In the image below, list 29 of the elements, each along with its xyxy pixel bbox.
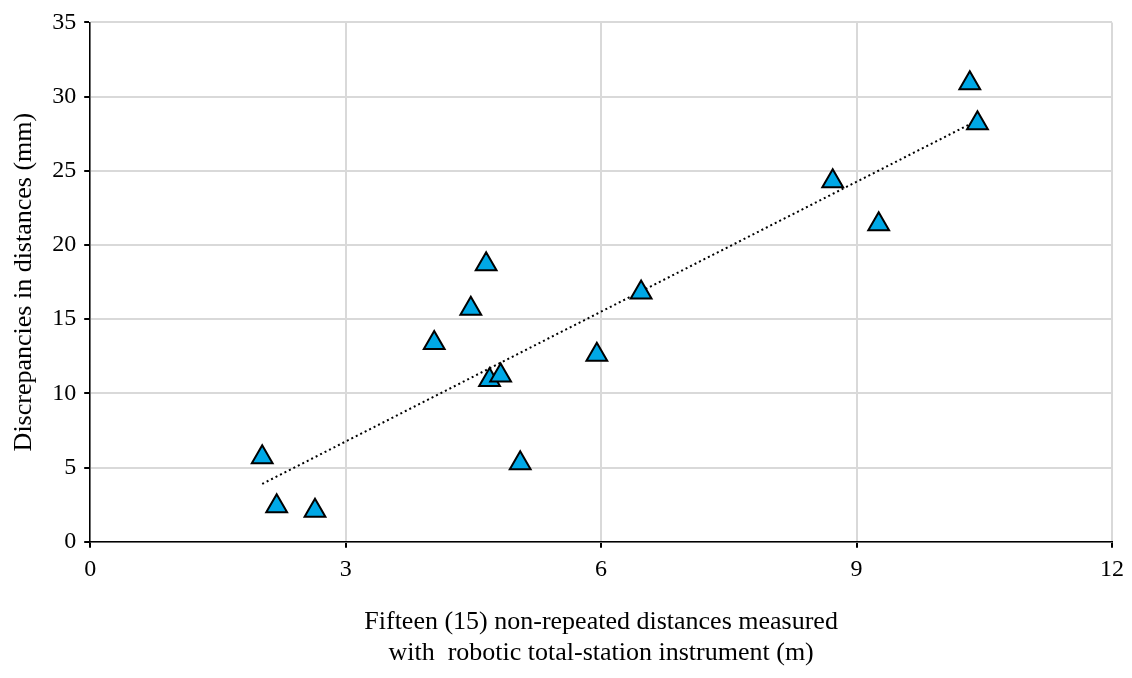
point <box>250 444 274 465</box>
y-tick-label: 35 <box>52 7 77 34</box>
point <box>821 168 845 189</box>
y-tick-label: 25 <box>52 156 77 183</box>
point <box>966 110 989 131</box>
point <box>422 329 446 350</box>
x-tick-label: 0 <box>84 555 97 582</box>
point <box>489 362 513 383</box>
point <box>474 251 498 272</box>
point <box>459 295 483 316</box>
y-tick-label: 10 <box>52 378 77 405</box>
y-tick-label: 0 <box>64 527 77 554</box>
x-tick-label: 9 <box>850 555 863 582</box>
point <box>585 341 609 362</box>
y-tick-label: 5 <box>64 452 77 479</box>
point <box>867 211 891 232</box>
point <box>958 70 982 91</box>
y-tick-label: 30 <box>52 81 77 108</box>
y-tick-label: 20 <box>52 230 77 257</box>
point <box>265 493 289 514</box>
x-tick-label: 3 <box>339 555 352 582</box>
x-tick-label: 6 <box>595 555 608 582</box>
point <box>629 279 653 300</box>
y-tick-label: 15 <box>52 304 77 331</box>
x-axis-title: Fifteen (15) non-repeated distances measured with robotic total-station instrument (m) <box>364 606 838 667</box>
point <box>508 450 532 471</box>
point <box>303 497 327 518</box>
y-axis-title: Discrepancies in distances (mm) <box>8 112 38 452</box>
x-tick-label: 12 <box>1100 555 1124 582</box>
